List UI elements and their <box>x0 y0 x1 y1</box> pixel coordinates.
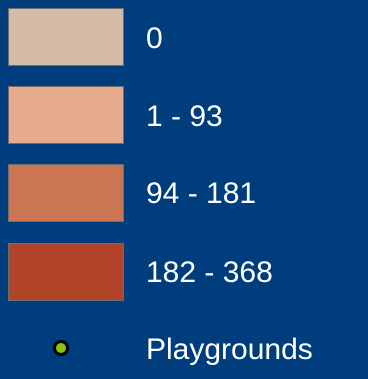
legend-label-class-2: 94 - 181 <box>146 177 257 210</box>
legend-label-class-1: 1 - 93 <box>146 100 223 133</box>
legend-swatch-class-2 <box>8 164 124 222</box>
legend-label-class-3: 182 - 368 <box>146 256 273 289</box>
legend-swatch-class-3 <box>8 243 124 301</box>
legend-swatch-class-0 <box>8 8 124 66</box>
legend-label-playgrounds: Playgrounds <box>146 333 313 366</box>
legend-swatch-class-1 <box>8 86 124 144</box>
legend-label-class-0: 0 <box>146 22 163 55</box>
playground-point-icon <box>53 340 69 356</box>
